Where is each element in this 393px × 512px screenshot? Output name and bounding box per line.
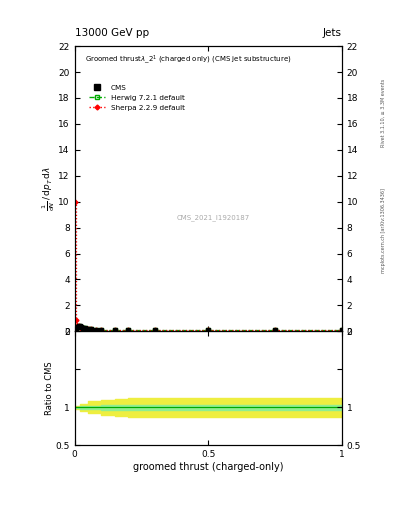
Y-axis label: $\frac{1}{\mathrm{d}N}\,/\,\mathrm{d}p_T\,\mathrm{d}\lambda$: $\frac{1}{\mathrm{d}N}\,/\,\mathrm{d}p_T… (40, 166, 57, 211)
Text: Jets: Jets (323, 28, 342, 38)
Y-axis label: Ratio to CMS: Ratio to CMS (45, 361, 54, 415)
Legend: CMS, Herwig 7.2.1 default, Sherpa 2.2.9 default: CMS, Herwig 7.2.1 default, Sherpa 2.2.9 … (89, 84, 185, 111)
Text: mcplots.cern.ch [arXiv:1306.3436]: mcplots.cern.ch [arXiv:1306.3436] (381, 188, 386, 273)
Text: 13000 GeV pp: 13000 GeV pp (75, 28, 149, 38)
Text: CMS_2021_I1920187: CMS_2021_I1920187 (177, 214, 250, 221)
Text: Rivet 3.1.10, ≥ 3.3M events: Rivet 3.1.10, ≥ 3.3M events (381, 78, 386, 147)
X-axis label: groomed thrust (charged-only): groomed thrust (charged-only) (133, 462, 283, 472)
Text: Groomed thrust$\lambda\_2^1$ (charged only) (CMS jet substructure): Groomed thrust$\lambda\_2^1$ (charged on… (85, 53, 292, 66)
